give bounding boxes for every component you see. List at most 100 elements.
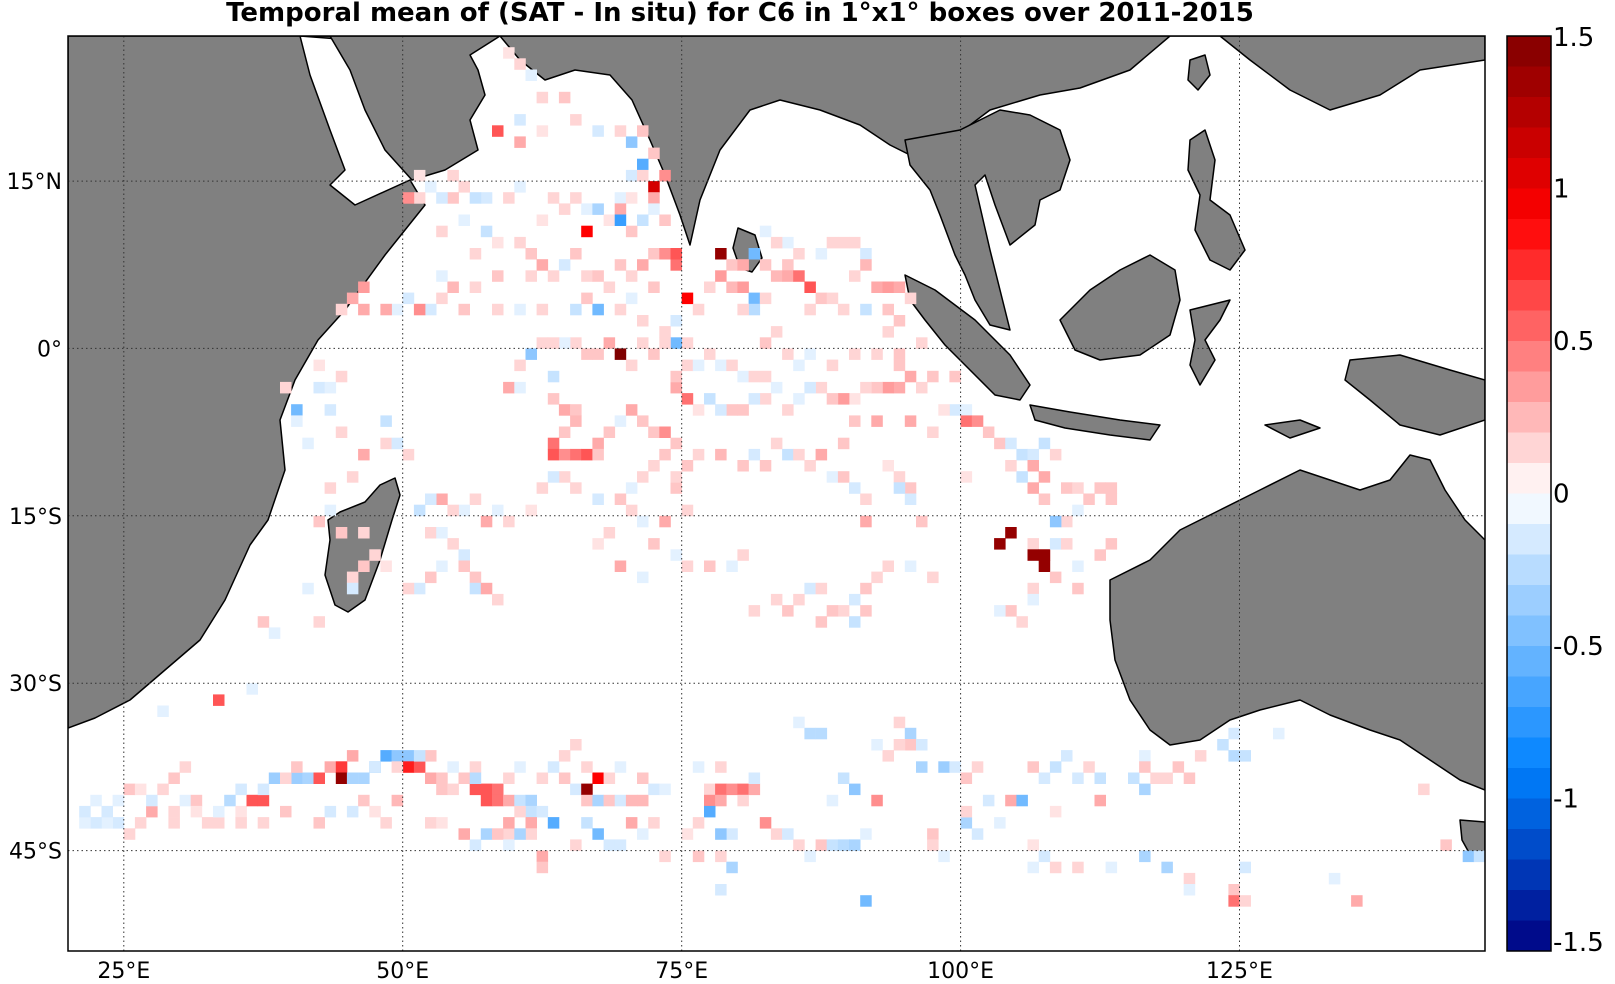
- data-cell: [558, 471, 571, 483]
- data-cell: [134, 783, 147, 796]
- data-cell: [358, 448, 370, 461]
- data-cell: [971, 828, 984, 840]
- data-cell: [1161, 772, 1173, 784]
- data-cell: [492, 303, 504, 316]
- data-cell: [413, 504, 426, 517]
- data-cell: [592, 493, 604, 505]
- data-cell: [581, 783, 593, 796]
- data-cell: [960, 471, 973, 483]
- data-cell: [558, 203, 571, 215]
- data-cell: [793, 359, 805, 372]
- data-cell: [982, 426, 995, 438]
- data-cell: [960, 805, 973, 818]
- data-cell: [871, 381, 883, 394]
- data-cell: [123, 783, 136, 796]
- land-taiwan: [1187, 54, 1211, 91]
- data-cell: [893, 739, 906, 751]
- data-cell: [458, 181, 470, 193]
- data-cell: [335, 303, 348, 316]
- data-cell: [1072, 582, 1084, 595]
- data-cell: [637, 772, 649, 784]
- data-cell: [648, 783, 660, 796]
- data-cell: [1038, 437, 1051, 450]
- data-cell: [536, 125, 549, 137]
- data-cell: [938, 761, 950, 773]
- data-cell: [525, 248, 537, 260]
- data-cell: [592, 538, 604, 550]
- lon-label: 75°E: [655, 959, 708, 984]
- data-cell: [625, 192, 638, 204]
- colorbar-step: [1507, 798, 1551, 830]
- data-cell: [625, 482, 638, 494]
- colorbar-step: [1507, 341, 1551, 372]
- data-cell: [380, 817, 392, 829]
- data-cell: [346, 471, 359, 483]
- data-cell: [358, 772, 370, 784]
- data-cell: [492, 270, 504, 282]
- data-cell: [190, 794, 203, 807]
- data-cell: [436, 270, 448, 282]
- data-cell: [759, 393, 772, 405]
- lon-label: 25°E: [97, 959, 150, 984]
- data-cell: [860, 895, 872, 907]
- land-borneo: [1059, 254, 1181, 361]
- data-cell: [536, 91, 549, 104]
- colorbar-step: [1507, 127, 1551, 159]
- data-cell: [79, 805, 91, 818]
- data-cell: [726, 861, 738, 874]
- data-cell: [648, 192, 660, 204]
- data-cell: [469, 761, 482, 773]
- data-cell: [893, 482, 906, 494]
- data-cell: [458, 560, 470, 572]
- data-cell: [849, 393, 861, 405]
- colorbar-frame: [1506, 35, 1552, 952]
- data-cell: [748, 393, 761, 405]
- data-cell: [793, 448, 805, 461]
- data-cell: [715, 404, 727, 416]
- data-cell: [447, 169, 459, 182]
- data-cell: [413, 192, 426, 204]
- data-cell: [770, 828, 783, 840]
- data-cell: [625, 794, 638, 807]
- land-layer: [68, 36, 1485, 861]
- data-cell: [558, 337, 571, 349]
- data-cell: [570, 337, 582, 349]
- data-cell: [380, 303, 392, 316]
- data-cell: [469, 192, 482, 204]
- data-cell: [648, 817, 660, 829]
- data-cell: [1072, 504, 1084, 517]
- data-cell: [670, 248, 682, 260]
- data-cell: [536, 303, 549, 316]
- data-cell: [603, 772, 616, 784]
- data-cell: [648, 181, 660, 193]
- data-cell: [1228, 750, 1240, 762]
- colorbar-step: [1507, 920, 1551, 952]
- data-cell: [469, 281, 482, 293]
- data-cell: [112, 794, 125, 807]
- data-cell: [1273, 727, 1285, 740]
- data-cell: [358, 794, 370, 807]
- data-cell: [1183, 884, 1196, 896]
- data-cell: [994, 538, 1006, 550]
- data-cell: [469, 783, 482, 796]
- data-cell: [837, 839, 850, 851]
- colorbar-tick-label: 1.5: [1553, 23, 1594, 53]
- data-cell: [893, 471, 906, 483]
- data-cell: [190, 805, 203, 818]
- data-cell: [782, 404, 794, 416]
- data-cell: [570, 415, 582, 427]
- data-cell: [492, 593, 504, 606]
- data-cell: [670, 337, 682, 349]
- data-cell: [547, 270, 560, 282]
- data-cell: [425, 571, 437, 584]
- data-cell: [748, 370, 761, 383]
- data-cell: [1072, 772, 1084, 784]
- data-cell: [358, 527, 370, 539]
- data-cell: [592, 203, 604, 215]
- data-cell: [592, 448, 604, 461]
- data-cell: [681, 460, 694, 472]
- data-cell: [1217, 739, 1229, 751]
- data-cell: [592, 125, 604, 137]
- data-cell: [837, 605, 850, 617]
- data-cell: [837, 303, 850, 316]
